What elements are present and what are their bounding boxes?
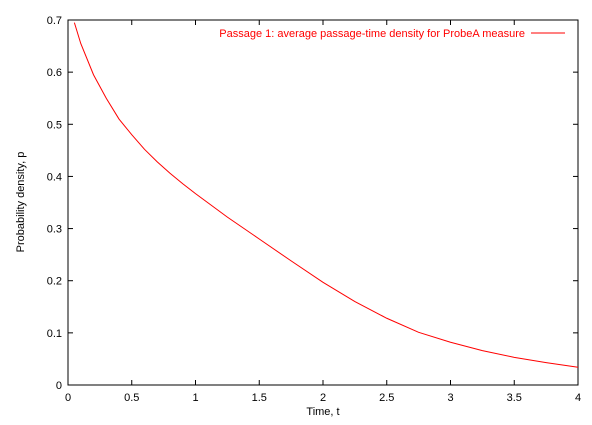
y-tick-label: 0.4: [47, 171, 62, 183]
x-tick-label: 0: [65, 392, 71, 404]
x-tick-label: 3: [447, 392, 453, 404]
x-tick-label: 4: [575, 392, 581, 404]
y-tick-label: 0.7: [47, 15, 62, 27]
x-tick-label: 2.5: [379, 392, 394, 404]
series-layer: [73, 22, 579, 368]
y-tick-label: 0.2: [47, 276, 62, 288]
series-line: [73, 22, 579, 368]
y-tick-label: 0.1: [47, 328, 62, 340]
x-tick-label: 1: [192, 392, 198, 404]
y-axis-label: Probability density, p: [15, 152, 27, 253]
legend: Passage 1: average passage-time density …: [219, 28, 565, 40]
x-tick-label: 1.5: [252, 392, 267, 404]
legend-label: Passage 1: average passage-time density …: [219, 28, 525, 40]
plot-frame: [67, 19, 579, 386]
x-tick-label: 0.5: [124, 392, 139, 404]
y-tick-label: 0: [56, 380, 62, 392]
x-tick-label: 3.5: [507, 392, 522, 404]
y-tick-label: 0.6: [47, 67, 62, 79]
axis-ticks: 0 0.5 1 1.5 2 2.5 3 3.5 4 0 0.1 0.2 0.3 0.4 0.5 0.6 0.7: [47, 15, 581, 404]
x-axis-label: Time, t: [306, 406, 339, 418]
y-tick-label: 0.5: [47, 119, 62, 131]
y-tick-label: 0.3: [47, 224, 62, 236]
x-tick-label: 2: [320, 392, 326, 404]
